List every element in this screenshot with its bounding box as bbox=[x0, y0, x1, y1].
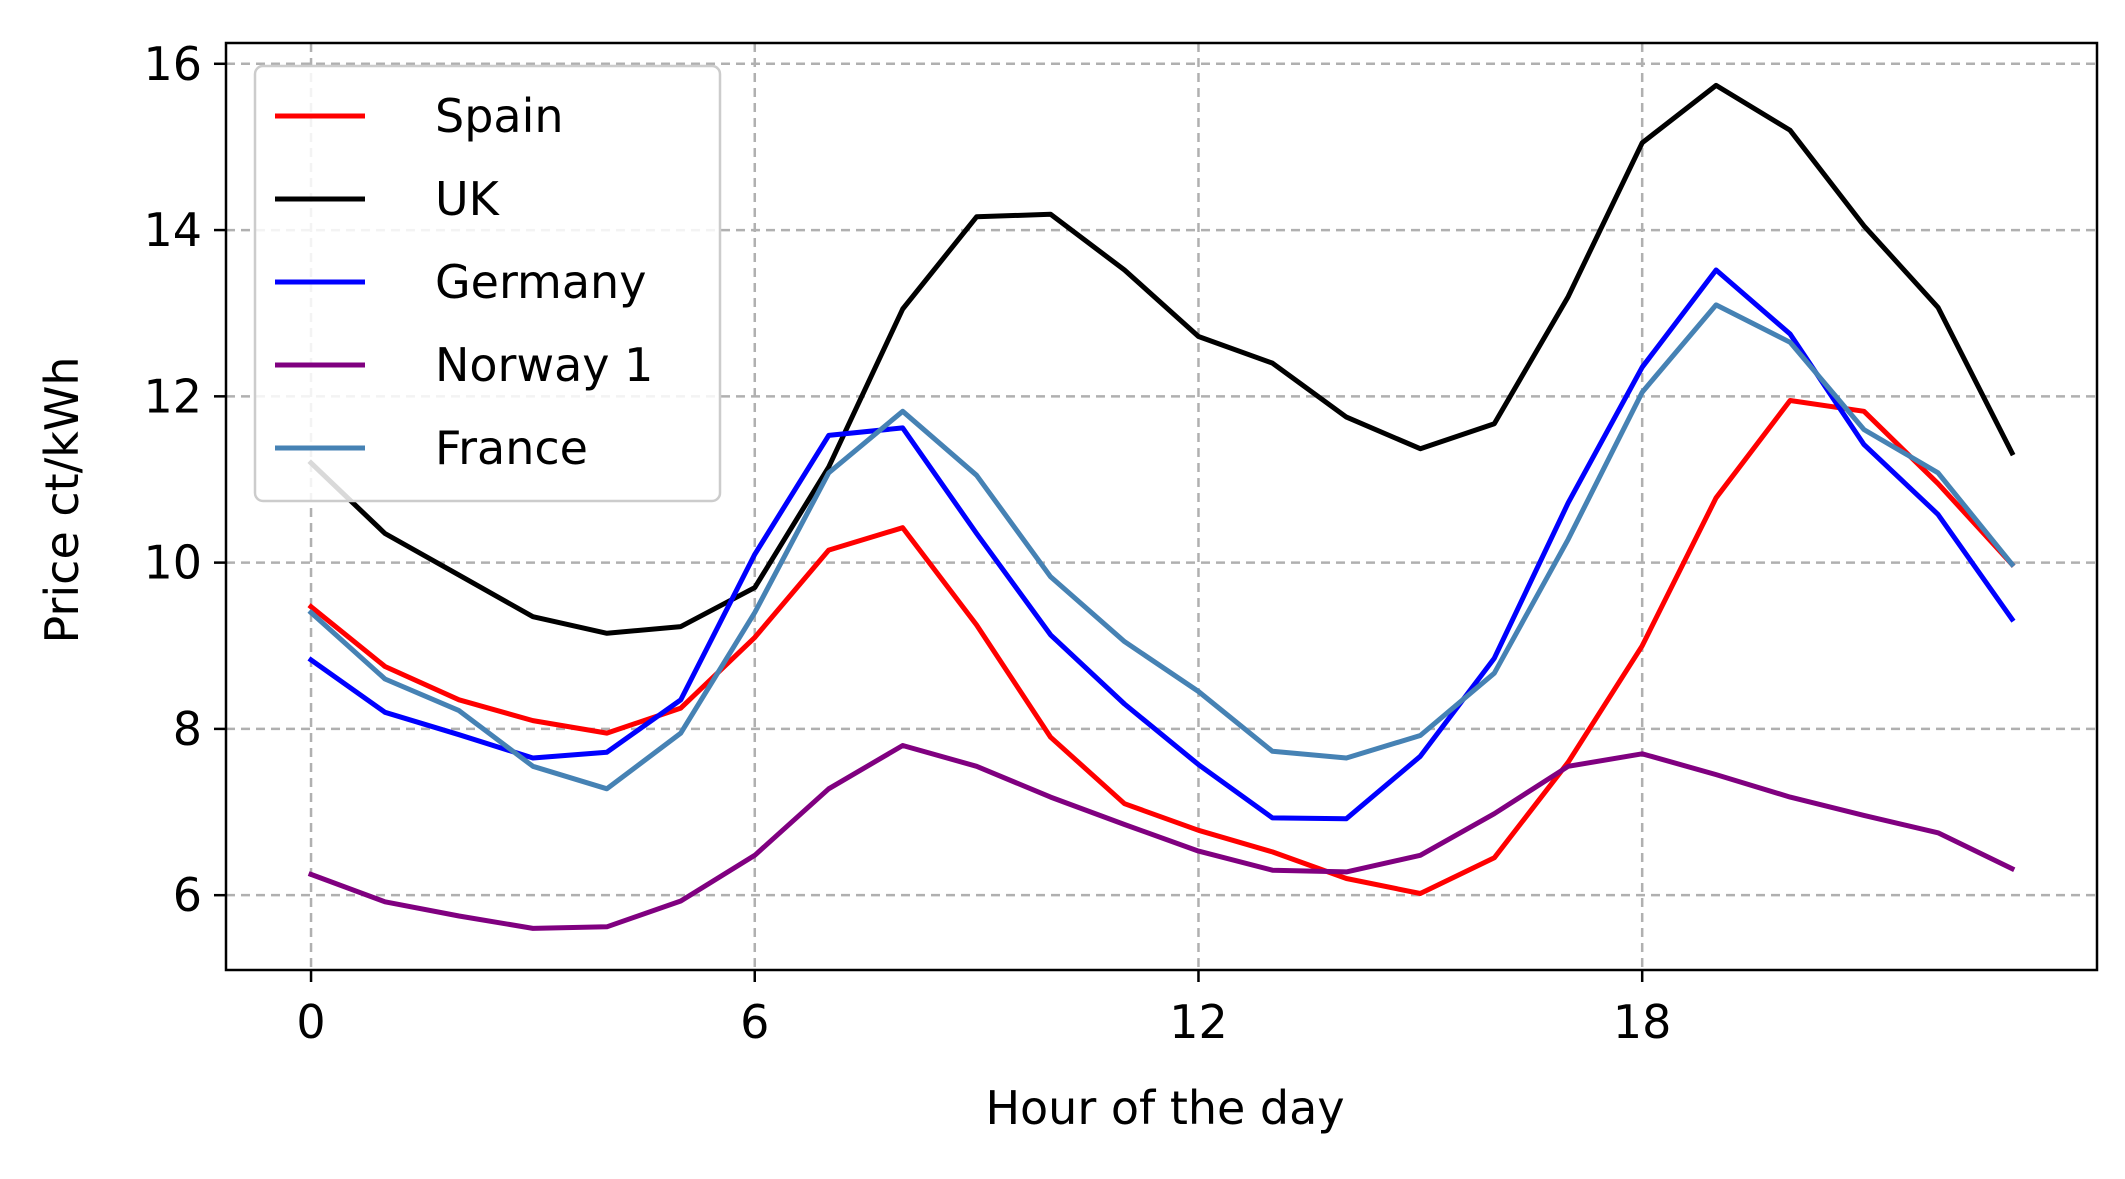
legend-label-uk: UK bbox=[435, 172, 501, 226]
legend-label-france: France bbox=[435, 421, 588, 475]
y-tick-label: 8 bbox=[173, 702, 202, 756]
series-lines bbox=[307, 82, 2016, 931]
y-tick-label: 10 bbox=[143, 536, 202, 590]
y-tick-label: 14 bbox=[143, 203, 202, 257]
series-line-germany bbox=[307, 267, 2016, 822]
x-tick-label: 0 bbox=[296, 995, 325, 1049]
plot-frame bbox=[224, 41, 2099, 972]
legend-label-spain: Spain bbox=[435, 89, 564, 143]
legend: Spain UK Germany Norway 1 France bbox=[253, 64, 722, 503]
series-line-uk bbox=[307, 82, 2016, 636]
y-tick-label: 6 bbox=[173, 868, 202, 922]
x-tick-label: 6 bbox=[740, 995, 769, 1049]
legend-label-germany: Germany bbox=[435, 255, 646, 309]
legend-box bbox=[253, 64, 722, 503]
y-tick-label: 12 bbox=[143, 369, 202, 423]
y-tick-label: 16 bbox=[143, 37, 202, 91]
y-axis-label: Price ct/kWh bbox=[35, 357, 89, 644]
x-tick-label: 18 bbox=[1613, 995, 1672, 1049]
series-line-france bbox=[307, 302, 2016, 792]
x-tick-label: 12 bbox=[1169, 995, 1228, 1049]
x-axis-label: Hour of the day bbox=[985, 1081, 1344, 1135]
series-line-norway-1 bbox=[307, 743, 2016, 931]
legend-label-norway-1: Norway 1 bbox=[435, 338, 653, 392]
axis-ticks: 0 6 12 18 6 8 10 12 14 16 bbox=[143, 37, 1671, 1049]
series-line-spain bbox=[307, 398, 2016, 896]
